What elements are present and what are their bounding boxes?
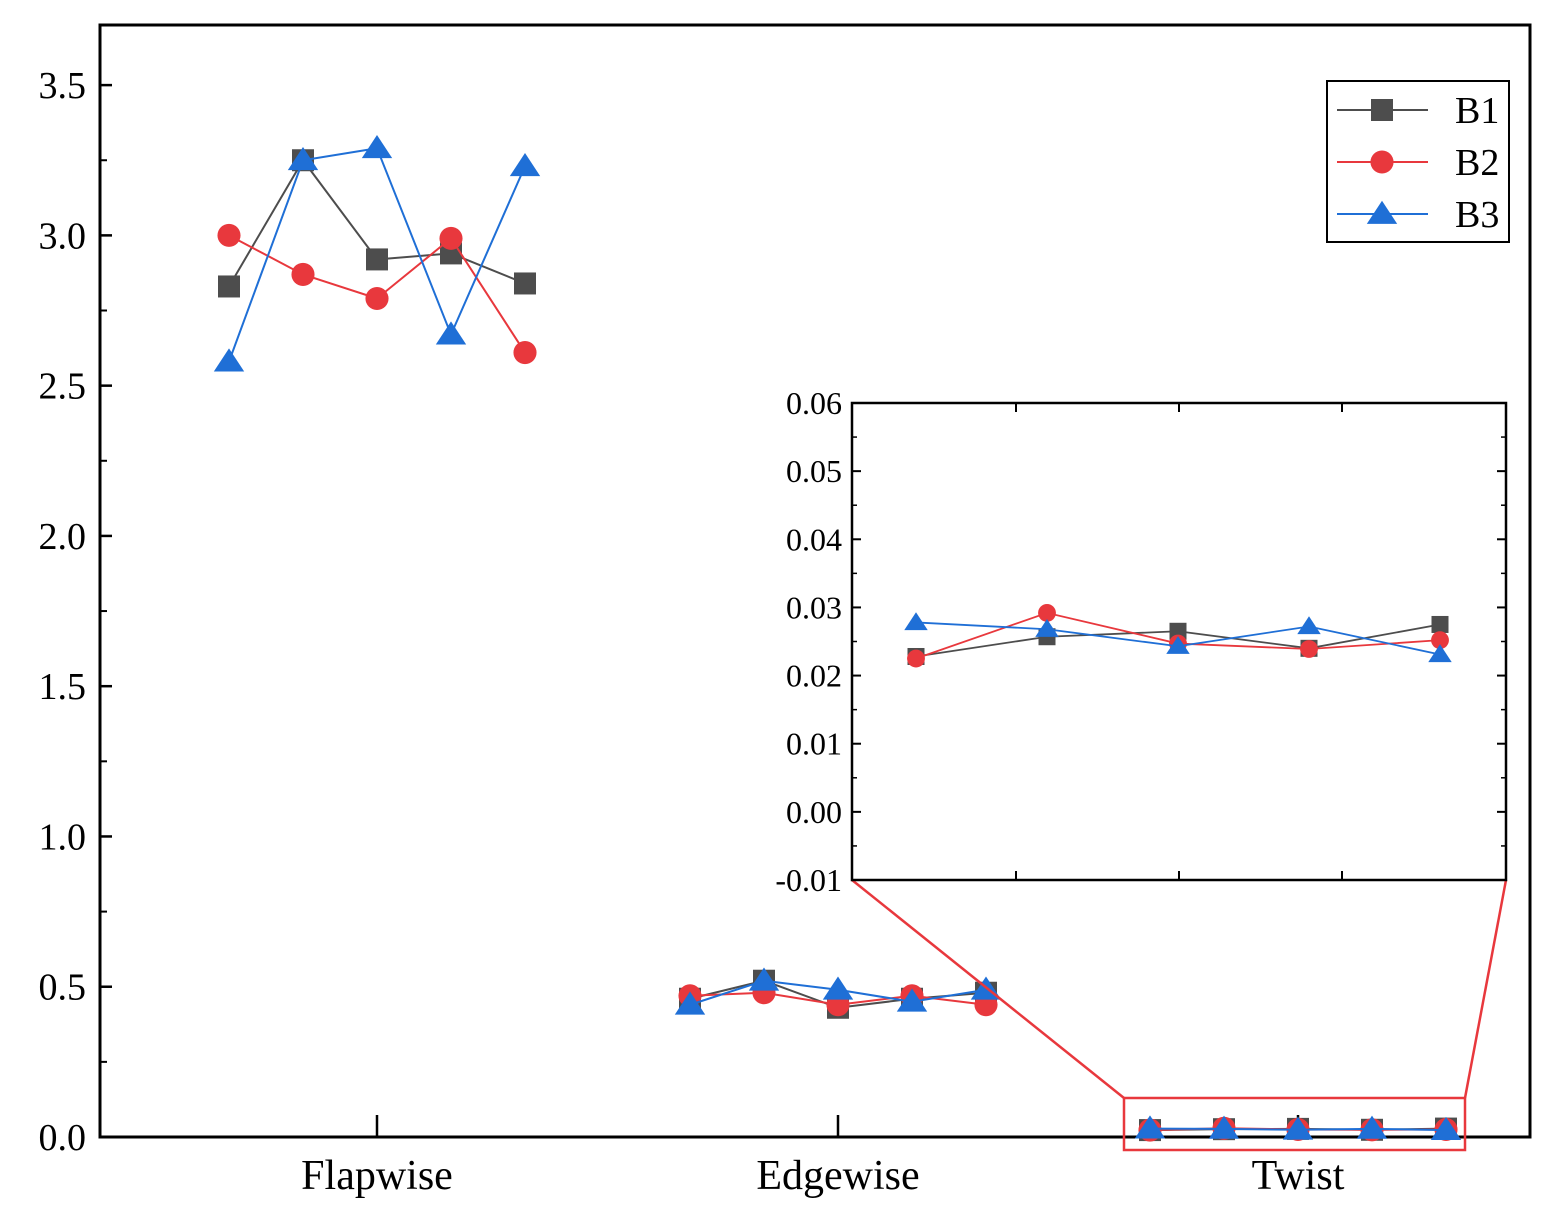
data-point-b2 bbox=[513, 341, 537, 365]
data-point-b3 bbox=[287, 147, 319, 171]
inset-data-point-b3 bbox=[1166, 636, 1190, 654]
data-point-b3 bbox=[435, 321, 467, 345]
inset-data-point-b3 bbox=[1428, 644, 1452, 663]
inset-y-tick-label: 0.04 bbox=[786, 521, 842, 557]
legend-marker bbox=[1371, 99, 1393, 121]
data-point-b1 bbox=[514, 272, 536, 295]
y-tick-label: 2.5 bbox=[39, 366, 87, 408]
data-point-b3 bbox=[674, 991, 706, 1015]
data-point-b3 bbox=[361, 135, 393, 159]
legend-entry-b3: B3 bbox=[1337, 194, 1499, 236]
inset-plot: -0.01 0.00 0.01 0.02 0.03 0.04 0.05 0.06 bbox=[775, 385, 1508, 898]
inset-data-point-b2 bbox=[1038, 603, 1056, 622]
inset-y-tick-label: 0.01 bbox=[786, 726, 842, 762]
legend-entry-b1: B1 bbox=[1337, 90, 1499, 132]
data-point-b2 bbox=[291, 262, 315, 286]
y-tick-label: 1.5 bbox=[39, 666, 87, 708]
y-tick-label: 0.0 bbox=[39, 1117, 87, 1159]
inset-y-tick-label: 0.05 bbox=[786, 453, 842, 489]
data-point-b3 bbox=[1208, 1115, 1240, 1139]
zoom-indicator bbox=[851, 879, 1508, 1152]
zoom-connector-left bbox=[851, 879, 1125, 1099]
inset-y-tick-label: 0.02 bbox=[786, 658, 842, 694]
y-tick-label: 3.0 bbox=[39, 215, 87, 257]
x-category-label: Edgewise bbox=[756, 1153, 919, 1199]
y-tick-label: 0.5 bbox=[39, 967, 87, 1009]
inset-y-tick-label: 0.03 bbox=[786, 589, 842, 625]
inset-data-point-b3 bbox=[1297, 616, 1321, 635]
legend-label: B2 bbox=[1455, 142, 1499, 184]
data-point-b3 bbox=[896, 988, 928, 1012]
main-plot-frame bbox=[98, 23, 1532, 1139]
x-category-label: Twist bbox=[1252, 1153, 1345, 1199]
inset-data-point-b1 bbox=[1431, 615, 1449, 633]
legend-marker bbox=[1370, 150, 1394, 174]
data-point-b3 bbox=[1430, 1116, 1462, 1140]
data-point-b2 bbox=[439, 226, 463, 250]
inset-y-tick-label: -0.01 bbox=[775, 862, 842, 898]
data-point-b3 bbox=[1356, 1115, 1388, 1139]
data-point-b3 bbox=[509, 153, 541, 177]
data-point-b2 bbox=[365, 286, 389, 311]
legend-entry-b2: B2 bbox=[1337, 142, 1499, 184]
data-point-b1 bbox=[218, 275, 240, 298]
legend-label: B1 bbox=[1455, 90, 1499, 132]
zoom-connector-right bbox=[1463, 879, 1508, 1099]
inset-data-point-b2 bbox=[1300, 640, 1318, 658]
inset-data-point-b3 bbox=[1035, 619, 1059, 637]
data-point-b3 bbox=[1134, 1115, 1166, 1139]
y-tick-label: 3.5 bbox=[39, 65, 87, 107]
inset-data-point-b3 bbox=[904, 612, 928, 631]
legend-label: B3 bbox=[1455, 194, 1499, 236]
data-point-b2 bbox=[217, 223, 241, 247]
legend-marker bbox=[1366, 200, 1398, 224]
inset-y-tick-label: 0.06 bbox=[786, 385, 842, 421]
data-point-b3 bbox=[213, 348, 245, 372]
y-tick-label: 2.0 bbox=[39, 516, 87, 558]
inset-y-tick-label: 0.00 bbox=[786, 794, 842, 830]
y-tick-label: 1.0 bbox=[39, 816, 87, 858]
x-category-label: Flapwise bbox=[301, 1153, 453, 1199]
data-point-b1 bbox=[366, 248, 388, 271]
data-point-b3 bbox=[822, 976, 854, 1000]
inset-data-point-b2 bbox=[1431, 631, 1449, 650]
legend: B1 B2 B3 bbox=[1326, 80, 1510, 243]
data-point-b3 bbox=[748, 967, 780, 991]
inset-data-point-b1 bbox=[1169, 622, 1187, 640]
data-point-b3 bbox=[1282, 1116, 1314, 1140]
inset-series-b3 bbox=[904, 612, 1452, 663]
inset-data-point-b2 bbox=[907, 649, 925, 668]
zoom-box bbox=[1122, 1096, 1467, 1152]
